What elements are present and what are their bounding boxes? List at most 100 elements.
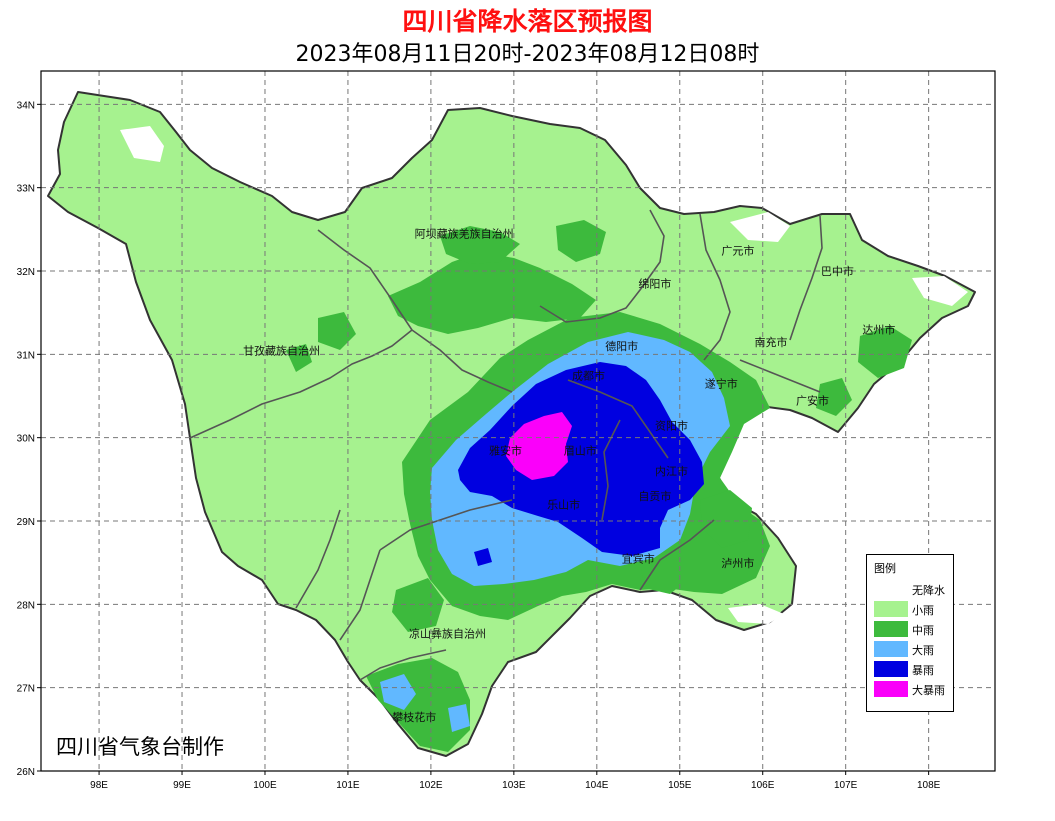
moderate-rain-area — [816, 378, 852, 416]
credit-label: 四川省气象台制作 — [56, 735, 224, 759]
city-label: 遂宁市 — [705, 377, 738, 391]
rainstorm-area — [458, 362, 704, 556]
legend-swatch — [874, 681, 908, 697]
city-label: 达州市 — [862, 323, 895, 337]
map-title: 四川省降水落区预报图 — [402, 7, 653, 36]
moderate-rain-area — [318, 312, 356, 350]
moderate-rain-area — [858, 326, 912, 378]
legend-item: 无降水 — [874, 580, 950, 598]
legend-swatch — [874, 641, 908, 657]
moderate-rain-area — [556, 220, 606, 262]
city-border — [317, 229, 413, 331]
x-tick-label: 105E — [668, 780, 692, 791]
y-tick-label: 32N — [17, 267, 35, 278]
x-tick-label: 108E — [917, 780, 941, 791]
city-border — [359, 649, 447, 681]
moderate-rain-area — [366, 658, 470, 752]
x-tick-label: 102E — [419, 780, 443, 791]
city-label: 甘孜藏族自治州 — [243, 343, 320, 357]
y-tick-label: 33N — [17, 184, 35, 195]
moderate-rain-area — [388, 252, 596, 334]
legend-label: 中雨 — [912, 624, 934, 637]
city-label: 内江市 — [655, 464, 688, 478]
legend-label: 无降水 — [912, 584, 945, 597]
legend-swatch — [874, 621, 908, 637]
map-subtitle: 2023年08月11日20时-2023年08月12日08时 — [295, 42, 760, 67]
legend-swatch — [874, 581, 908, 597]
city-label: 自贡市 — [638, 489, 671, 503]
city-label: 阿坝藏族羌族自治州 — [415, 227, 514, 241]
legend-title: 图例 — [874, 562, 896, 575]
city-label: 宜宾市 — [622, 552, 655, 566]
city-label: 广安市 — [796, 393, 829, 407]
axis-ticks: 98E 99E 100E 101E 102E 103E 104E 105E 106E 107E 10… — [17, 100, 941, 791]
no-rain-area — [728, 604, 784, 624]
legend-label: 小雨 — [912, 604, 934, 617]
city-border — [295, 509, 341, 609]
legend-swatch — [874, 601, 908, 617]
no-rain-area — [730, 212, 790, 242]
city-border — [739, 359, 821, 393]
x-tick-label: 100E — [253, 780, 277, 791]
no-rain-area — [912, 276, 968, 306]
moderate-rain-area — [286, 344, 312, 372]
legend-item: 大雨 — [874, 640, 950, 658]
legend-item: 小雨 — [874, 600, 950, 618]
city-border — [339, 549, 381, 641]
moderate-rain-area — [392, 578, 444, 632]
rainstorm-area — [474, 548, 492, 566]
city-label: 眉山市 — [564, 443, 597, 457]
city-label: 雅安市 — [489, 443, 522, 457]
y-tick-label: 26N — [17, 767, 35, 778]
y-tick-label: 27N — [17, 684, 35, 695]
city-border — [539, 209, 665, 323]
gridlines — [41, 71, 995, 771]
y-tick-label: 34N — [17, 100, 35, 111]
heavy-rainstorm-area — [506, 412, 572, 480]
x-tick-label: 106E — [751, 780, 775, 791]
city-border — [567, 379, 669, 459]
city-border — [601, 419, 621, 521]
city-label: 乐山市 — [547, 498, 580, 512]
heavy-rain-area — [380, 674, 416, 710]
city-border — [789, 215, 823, 341]
y-tick-label: 28N — [17, 600, 35, 611]
city-border — [639, 519, 715, 591]
city-border — [189, 329, 413, 439]
y-tick-label: 31N — [17, 350, 35, 361]
x-tick-label: 101E — [336, 780, 360, 791]
legend-item: 暴雨 — [874, 660, 950, 678]
city-border — [379, 499, 513, 551]
city-label: 凉山彝族自治州 — [409, 627, 486, 641]
legend-item: 大暴雨 — [874, 680, 950, 698]
city-border — [699, 213, 731, 361]
city-label: 成都市 — [572, 368, 605, 382]
x-tick-label: 104E — [585, 780, 609, 791]
x-tick-label: 98E — [90, 780, 108, 791]
city-label: 广元市 — [721, 243, 754, 257]
y-tick-label: 29N — [17, 517, 35, 528]
x-tick-label: 99E — [173, 780, 191, 791]
legend-swatch — [874, 661, 908, 677]
city-label: 泸州市 — [721, 556, 754, 570]
legend-item: 中雨 — [874, 620, 950, 638]
city-label: 攀枝花市 — [392, 710, 436, 724]
moderate-rain-area — [700, 490, 752, 548]
city-label: 德阳市 — [605, 339, 638, 353]
legend: 图例 无降水 小雨 中雨 大雨 暴雨 大暴雨 — [866, 554, 954, 712]
x-tick-label: 103E — [502, 780, 526, 791]
moderate-rain-area — [440, 226, 520, 264]
city-label: 资阳市 — [655, 418, 688, 432]
heavy-rain-area — [448, 704, 470, 732]
moderate-rain-area — [640, 558, 690, 594]
legend-label: 暴雨 — [912, 664, 934, 677]
map-frame — [40, 70, 996, 772]
y-tick-label: 30N — [17, 434, 35, 445]
legend-label: 大雨 — [912, 644, 934, 657]
legend-label: 大暴雨 — [912, 684, 945, 697]
no-rain-area — [120, 126, 164, 162]
city-label: 绵阳市 — [638, 277, 671, 291]
city-label: 南充市 — [755, 335, 788, 349]
